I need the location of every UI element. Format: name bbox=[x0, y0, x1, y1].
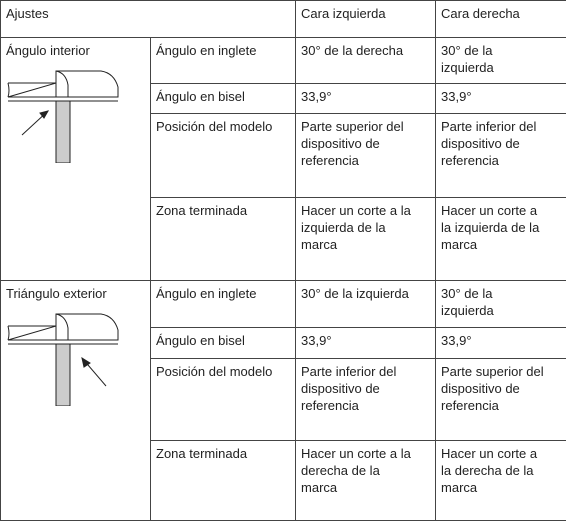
cell-text: 33,9° bbox=[301, 88, 413, 105]
illustration bbox=[6, 306, 136, 406]
cell: 33,9° bbox=[296, 84, 436, 114]
cell: Ángulo en bisel bbox=[151, 328, 296, 359]
illustration bbox=[6, 63, 136, 163]
cell-text: Posición del modelo bbox=[156, 363, 290, 380]
cell-text: Zona terminada bbox=[156, 202, 290, 219]
header-cell: Cara izquierda bbox=[296, 1, 436, 38]
cell-text: Ángulo en inglete bbox=[156, 285, 290, 302]
header-row: Ajustes Cara izquierda Cara derecha bbox=[1, 1, 566, 38]
cell: Hacer un corte a la izquierda de la marc… bbox=[296, 198, 436, 281]
group-label: Ángulo interior bbox=[1, 38, 151, 281]
row: Ángulo interior Ángulo en inglete 30° de … bbox=[1, 38, 566, 84]
cell-text: Ángulo en bisel bbox=[156, 332, 290, 349]
cell: Hacer un corte a la izquierda de la marc… bbox=[436, 198, 566, 281]
cell-text: 33,9° bbox=[441, 332, 544, 349]
cell-text: Ajustes bbox=[6, 5, 290, 22]
cell-text: 30° de la izquierda bbox=[441, 42, 544, 76]
cell: Hacer un corte a la derecha de la marca bbox=[296, 441, 436, 521]
header-cell: Ajustes bbox=[1, 1, 296, 38]
cell: Parte inferior del dispositivo de refere… bbox=[296, 359, 436, 441]
cell-text: 33,9° bbox=[301, 332, 413, 349]
group-label: Triángulo exterior bbox=[1, 281, 151, 521]
cell: Zona terminada bbox=[151, 198, 296, 281]
cell-text: Ángulo en inglete bbox=[156, 42, 290, 59]
cell-text: Cara derecha bbox=[441, 5, 561, 22]
cell: Ángulo en inglete bbox=[151, 38, 296, 84]
cell-text: 30° de la izquierda bbox=[301, 285, 413, 302]
cell: Ángulo en inglete bbox=[151, 281, 296, 328]
cell-text: 33,9° bbox=[441, 88, 544, 105]
cell-text: Parte superior del dispositivo de refere… bbox=[301, 118, 413, 169]
cell: Parte superior del dispositivo de refere… bbox=[296, 114, 436, 198]
cell: Posición del modelo bbox=[151, 114, 296, 198]
header-cell: Cara derecha bbox=[436, 1, 566, 38]
cell-text: 30° de la izquierda bbox=[441, 285, 544, 319]
cell-text: Hacer un corte a la derecha de la marca bbox=[441, 445, 544, 496]
cell: 33,9° bbox=[296, 328, 436, 359]
cell-text: Parte superior del dispositivo de refere… bbox=[441, 363, 544, 414]
cell: Ángulo en bisel bbox=[151, 84, 296, 114]
row: Triángulo exterior Ángulo en inglete 30° … bbox=[1, 281, 566, 328]
cell: 33,9° bbox=[436, 328, 566, 359]
cell-text: Cara izquierda bbox=[301, 5, 430, 22]
cell-text: Zona terminada bbox=[156, 445, 290, 462]
cell: 30° de la derecha bbox=[296, 38, 436, 84]
cell-text: 30° de la derecha bbox=[301, 42, 413, 59]
cell: 33,9° bbox=[436, 84, 566, 114]
cell-text: Ángulo en bisel bbox=[156, 88, 290, 105]
cell: Zona terminada bbox=[151, 441, 296, 521]
cell-text: Parte inferior del dispositivo de refere… bbox=[301, 363, 413, 414]
cell-text: Triángulo exterior bbox=[6, 285, 145, 302]
cell: 30° de la izquierda bbox=[436, 281, 566, 328]
cell: 30° de la izquierda bbox=[296, 281, 436, 328]
cell: Parte superior del dispositivo de refere… bbox=[436, 359, 566, 441]
cell: Parte inferior del dispositivo de refere… bbox=[436, 114, 566, 198]
cell-text: Ángulo interior bbox=[6, 42, 145, 59]
cell-text: Posición del modelo bbox=[156, 118, 290, 135]
cell-text: Hacer un corte a la izquierda de la marc… bbox=[441, 202, 544, 253]
cell-text: Hacer un corte a la derecha de la marca bbox=[301, 445, 413, 496]
cell: Posición del modelo bbox=[151, 359, 296, 441]
cell-text: Parte inferior del dispositivo de refere… bbox=[441, 118, 544, 169]
cell: 30° de la izquierda bbox=[436, 38, 566, 84]
cell-text: Hacer un corte a la izquierda de la marc… bbox=[301, 202, 413, 253]
cell: Hacer un corte a la derecha de la marca bbox=[436, 441, 566, 521]
